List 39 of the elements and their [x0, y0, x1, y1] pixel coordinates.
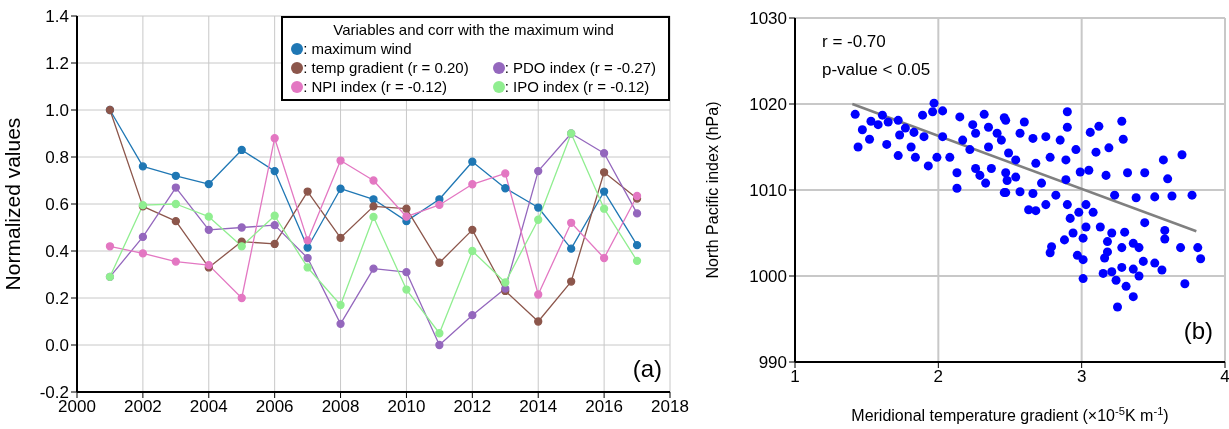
x-tick-label: 2018	[651, 397, 689, 417]
x-tick-label: 2002	[123, 397, 162, 417]
annotation: p-value < 0.05	[822, 60, 931, 80]
y-axis-title: Normalized values	[0, 117, 24, 291]
x-tick-label: 1	[790, 367, 800, 387]
annotation: (b)	[1183, 317, 1213, 345]
y-tick-label: 0.6	[45, 195, 69, 215]
legend-label: : NPI index (r = -0.12)	[303, 78, 447, 95]
legend-label: : PDO index (r = -0.27)	[504, 59, 656, 76]
y-tick-label: 0.8	[45, 148, 69, 168]
legend-label: : maximum wind	[303, 40, 412, 57]
x-tick-label: 2012	[453, 397, 492, 417]
x-tick-label: 2016	[585, 397, 624, 417]
annotation: r = -0.70	[822, 32, 886, 52]
y-tick-label: 1.4	[45, 7, 69, 27]
x-tick-label: 2008	[321, 397, 360, 417]
y-axis-title: North Pacific index (hPa)	[704, 101, 722, 279]
y-tick-label: 1.2	[45, 54, 69, 74]
x-tick-label: 2010	[387, 397, 426, 417]
y-tick-label: 0.2	[45, 289, 69, 309]
annotation: (a)	[632, 355, 662, 383]
x-tick-label: 2006	[255, 397, 294, 417]
y-tick-label: 1020	[749, 95, 787, 115]
y-tick-label: 0.4	[45, 242, 69, 262]
x-tick-label: 2014	[519, 397, 558, 417]
legend-title: Variables and corr with the maximum wind	[332, 21, 615, 38]
x-axis-title: Meridional temperature gradient (×10$^{-5}$K m$^{-1}$)	[851, 405, 1169, 424]
x-tick-label: 4	[1220, 367, 1229, 387]
x-tick-label: 2004	[189, 397, 228, 417]
legend-label: : temp gradient (r = 0.20)	[303, 59, 469, 76]
y-tick-label: 1000	[749, 267, 787, 287]
y-tick-label: 1.0	[45, 101, 69, 121]
legend-label: : IPO index (r = -0.12)	[504, 78, 650, 95]
y-tick-label: 1010	[749, 181, 787, 201]
x-tick-label: 3	[1076, 367, 1087, 387]
y-tick-label: 1030	[749, 9, 787, 29]
y-tick-label: 990	[758, 353, 787, 373]
y-tick-label: 0.0	[45, 336, 69, 356]
x-tick-label: 2	[933, 367, 944, 387]
